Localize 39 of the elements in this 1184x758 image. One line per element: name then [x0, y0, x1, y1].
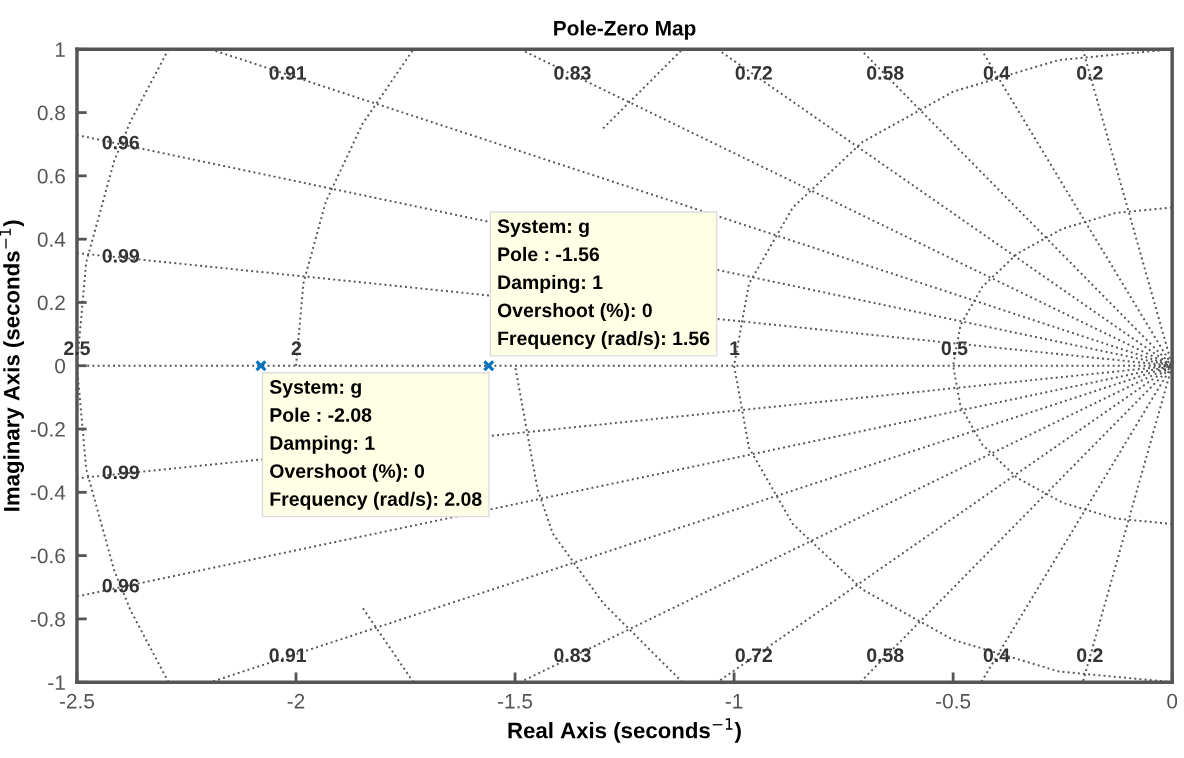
annotation: 0.83 [554, 648, 591, 663]
annotation: 0.99 [102, 465, 139, 480]
y-tick-label: -1 [48, 675, 65, 690]
y-tick-label: -0.2 [30, 422, 65, 437]
annotation: 1 [730, 341, 740, 355]
annotation: 0.58 [867, 66, 904, 80]
annotation: 0.99 [102, 248, 139, 263]
y-tick-label: -0.6 [30, 548, 65, 564]
x-axis-title: Real Axis (seconds$^{−1}$) [508, 718, 741, 743]
y-tick-label: 0.8 [37, 105, 65, 121]
y-tick-label: 1 [55, 42, 65, 57]
annotation: 0.4 [983, 66, 1010, 80]
annotation: 2 [291, 341, 302, 355]
annotation: 0.2 [1077, 66, 1103, 80]
x-tick-label: -2.5 [59, 693, 95, 709]
y-tick-label: -0.4 [30, 485, 66, 501]
annotation: 0.5 [941, 341, 968, 356]
y-tick-label: 0.2 [37, 295, 65, 311]
x-tick-label: 0 [1167, 693, 1178, 709]
x-tick-label: -0.5 [936, 693, 971, 709]
y-tick-label: 0 [55, 358, 66, 374]
x-tick-label: -1.5 [498, 694, 533, 709]
annotation: 0.4 [983, 648, 1010, 663]
annotation: 0.96 [102, 578, 139, 593]
chart-title: Pole-Zero Map [554, 20, 696, 40]
annotation: 0.2 [1077, 648, 1103, 663]
annotation: 0.83 [554, 66, 591, 80]
x-tick-label: -1 [725, 694, 743, 709]
annotation: System: g Pole : -2.08 Damping: 1 Overshoot (%): 0 Frequency (rad/s): 2.08 [269, 380, 482, 510]
annotation: 0.72 [735, 648, 772, 663]
annotation: System: g Pole : -1.56 Damping: 1 Overshoot (%): 0 Frequency (rad/s): 1.56 [497, 219, 710, 350]
y-tick-label: 0.6 [37, 168, 65, 184]
y-tick-label: -0.8 [30, 611, 65, 627]
y-tick-label: 0.4 [37, 232, 66, 247]
x-tick-label: -2 [287, 693, 305, 709]
annotation: 0.96 [102, 135, 139, 150]
annotation: 0.58 [867, 648, 904, 663]
annotation: 0.72 [735, 66, 772, 80]
y-axis-title: Imaginary Axis (seconds$^{−1}$) [0, 220, 25, 511]
